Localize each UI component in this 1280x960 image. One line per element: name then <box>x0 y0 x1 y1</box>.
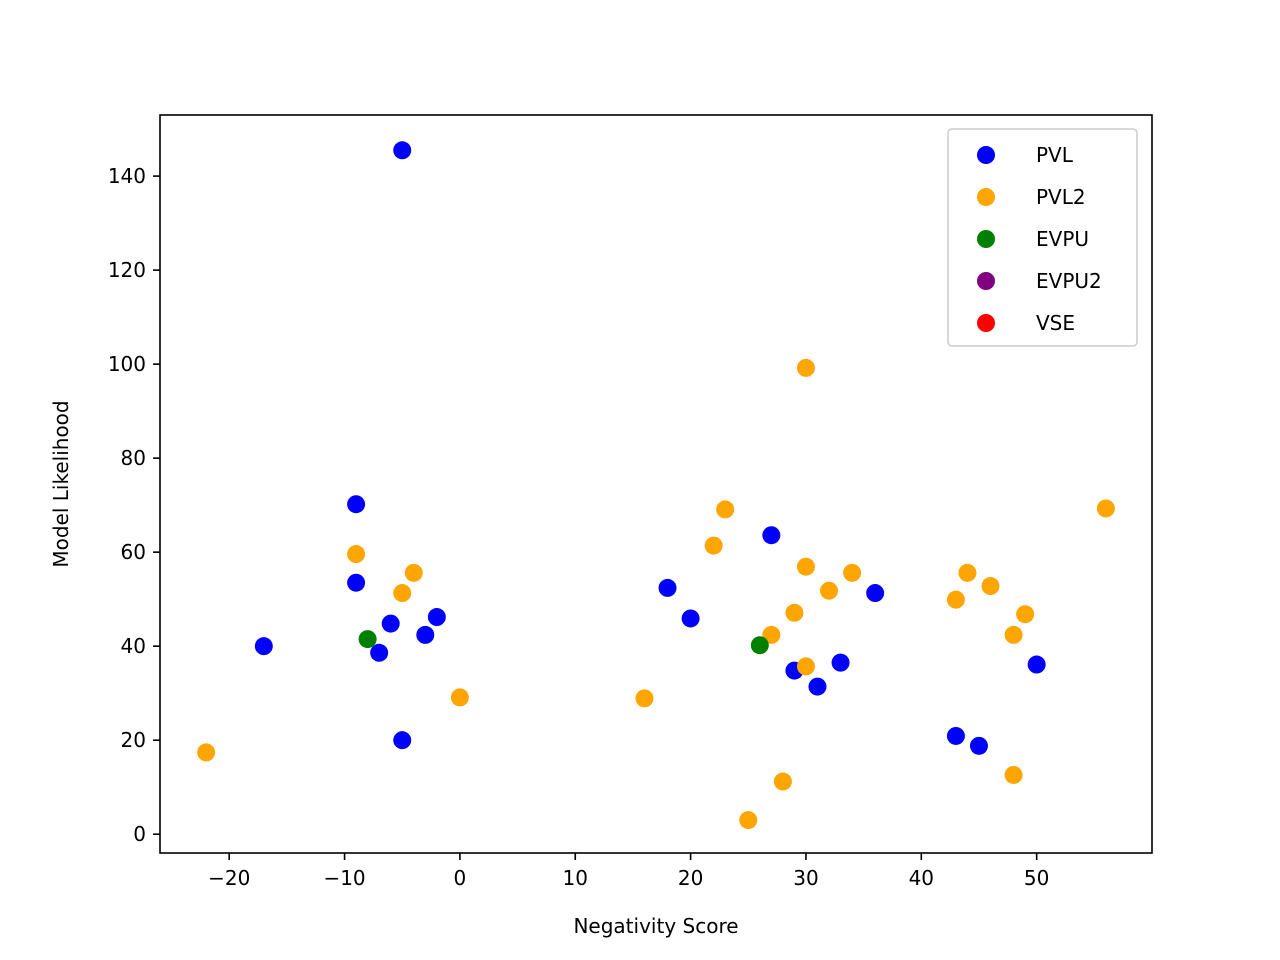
point-evpu <box>750 636 769 655</box>
x-tick-label: 20 <box>678 866 703 890</box>
point-pvl2 <box>1096 499 1115 518</box>
y-tick-label: 80 <box>121 446 146 470</box>
legend-marker-vse <box>977 314 995 332</box>
point-pvl <box>969 736 988 755</box>
point-pvl2 <box>796 657 815 676</box>
point-pvl2 <box>739 811 758 830</box>
x-axis-label: Negativity Score <box>573 914 738 938</box>
point-evpu <box>358 630 377 649</box>
point-pvl <box>381 614 400 633</box>
point-pvl <box>681 609 700 628</box>
plot-area-frame <box>159 114 1153 854</box>
point-pvl <box>427 608 446 627</box>
y-axis-ticks: 0 20 40 60 80 100 120 140 <box>108 164 160 846</box>
point-pvl2 <box>450 688 469 707</box>
y-tick-label: 0 <box>133 822 146 846</box>
point-pvl <box>393 141 412 160</box>
x-tick-label: 10 <box>563 866 588 890</box>
point-pvl <box>1027 655 1046 674</box>
point-pvl2 <box>820 581 839 600</box>
point-pvl <box>254 637 273 656</box>
legend-label-pvl: PVL <box>1036 143 1074 167</box>
point-pvl <box>416 625 435 644</box>
point-pvl <box>347 573 366 592</box>
point-pvl <box>393 731 412 750</box>
x-tick-label: 30 <box>793 866 818 890</box>
point-pvl2 <box>716 500 735 519</box>
x-tick-label: 50 <box>1024 866 1049 890</box>
y-tick-label: 20 <box>121 728 146 752</box>
legend-marker-pvl2 <box>977 188 995 206</box>
point-pvl2 <box>946 590 965 609</box>
legend-label-pvl2: PVL2 <box>1036 185 1086 209</box>
y-tick-label: 40 <box>121 634 146 658</box>
chart-marks <box>197 141 1115 830</box>
x-tick-label: −20 <box>208 866 250 890</box>
x-tick-label: 40 <box>909 866 934 890</box>
legend: PVL PVL2 EVPU EVPU2 VSE <box>947 128 1138 347</box>
legend-marker-evpu2 <box>977 272 995 290</box>
point-pvl2 <box>197 743 216 762</box>
point-pvl2 <box>393 584 412 603</box>
y-axis-label: Model Likelihood <box>49 400 73 567</box>
point-pvl <box>808 677 827 696</box>
point-pvl2 <box>785 603 804 622</box>
point-pvl2 <box>958 563 977 582</box>
point-pvl <box>866 584 885 603</box>
point-pvl2 <box>981 577 1000 596</box>
y-tick-label: 140 <box>108 164 146 188</box>
point-pvl <box>370 643 389 662</box>
x-axis-ticks: −20 −10 0 10 20 30 40 50 <box>208 853 1049 890</box>
legend-label-evpu2: EVPU2 <box>1036 269 1102 293</box>
x-tick-label: −10 <box>323 866 365 890</box>
y-tick-label: 100 <box>108 352 146 376</box>
point-pvl2 <box>347 545 366 564</box>
point-pvl2 <box>796 358 815 377</box>
y-tick-label: 120 <box>108 258 146 282</box>
point-pvl2 <box>796 557 815 576</box>
point-pvl2 <box>762 625 781 644</box>
x-tick-label: 0 <box>454 866 467 890</box>
point-pvl <box>658 578 677 597</box>
point-pvl <box>347 495 366 514</box>
point-pvl <box>762 526 781 545</box>
legend-label-evpu: EVPU <box>1036 227 1089 251</box>
legend-marker-evpu <box>977 230 995 248</box>
point-pvl2 <box>773 772 792 791</box>
point-pvl2 <box>635 689 654 708</box>
point-pvl <box>946 726 965 745</box>
legend-marker-pvl <box>977 146 995 164</box>
y-tick-label: 60 <box>121 540 146 564</box>
point-pvl2 <box>704 536 723 555</box>
point-pvl2 <box>1016 605 1035 624</box>
point-pvl2 <box>404 563 423 582</box>
point-pvl <box>831 653 850 672</box>
point-pvl2 <box>1004 765 1023 784</box>
point-pvl2 <box>1004 625 1023 644</box>
legend-box <box>947 128 1138 347</box>
point-pvl2 <box>843 563 862 582</box>
legend-label-vse: VSE <box>1036 311 1075 335</box>
